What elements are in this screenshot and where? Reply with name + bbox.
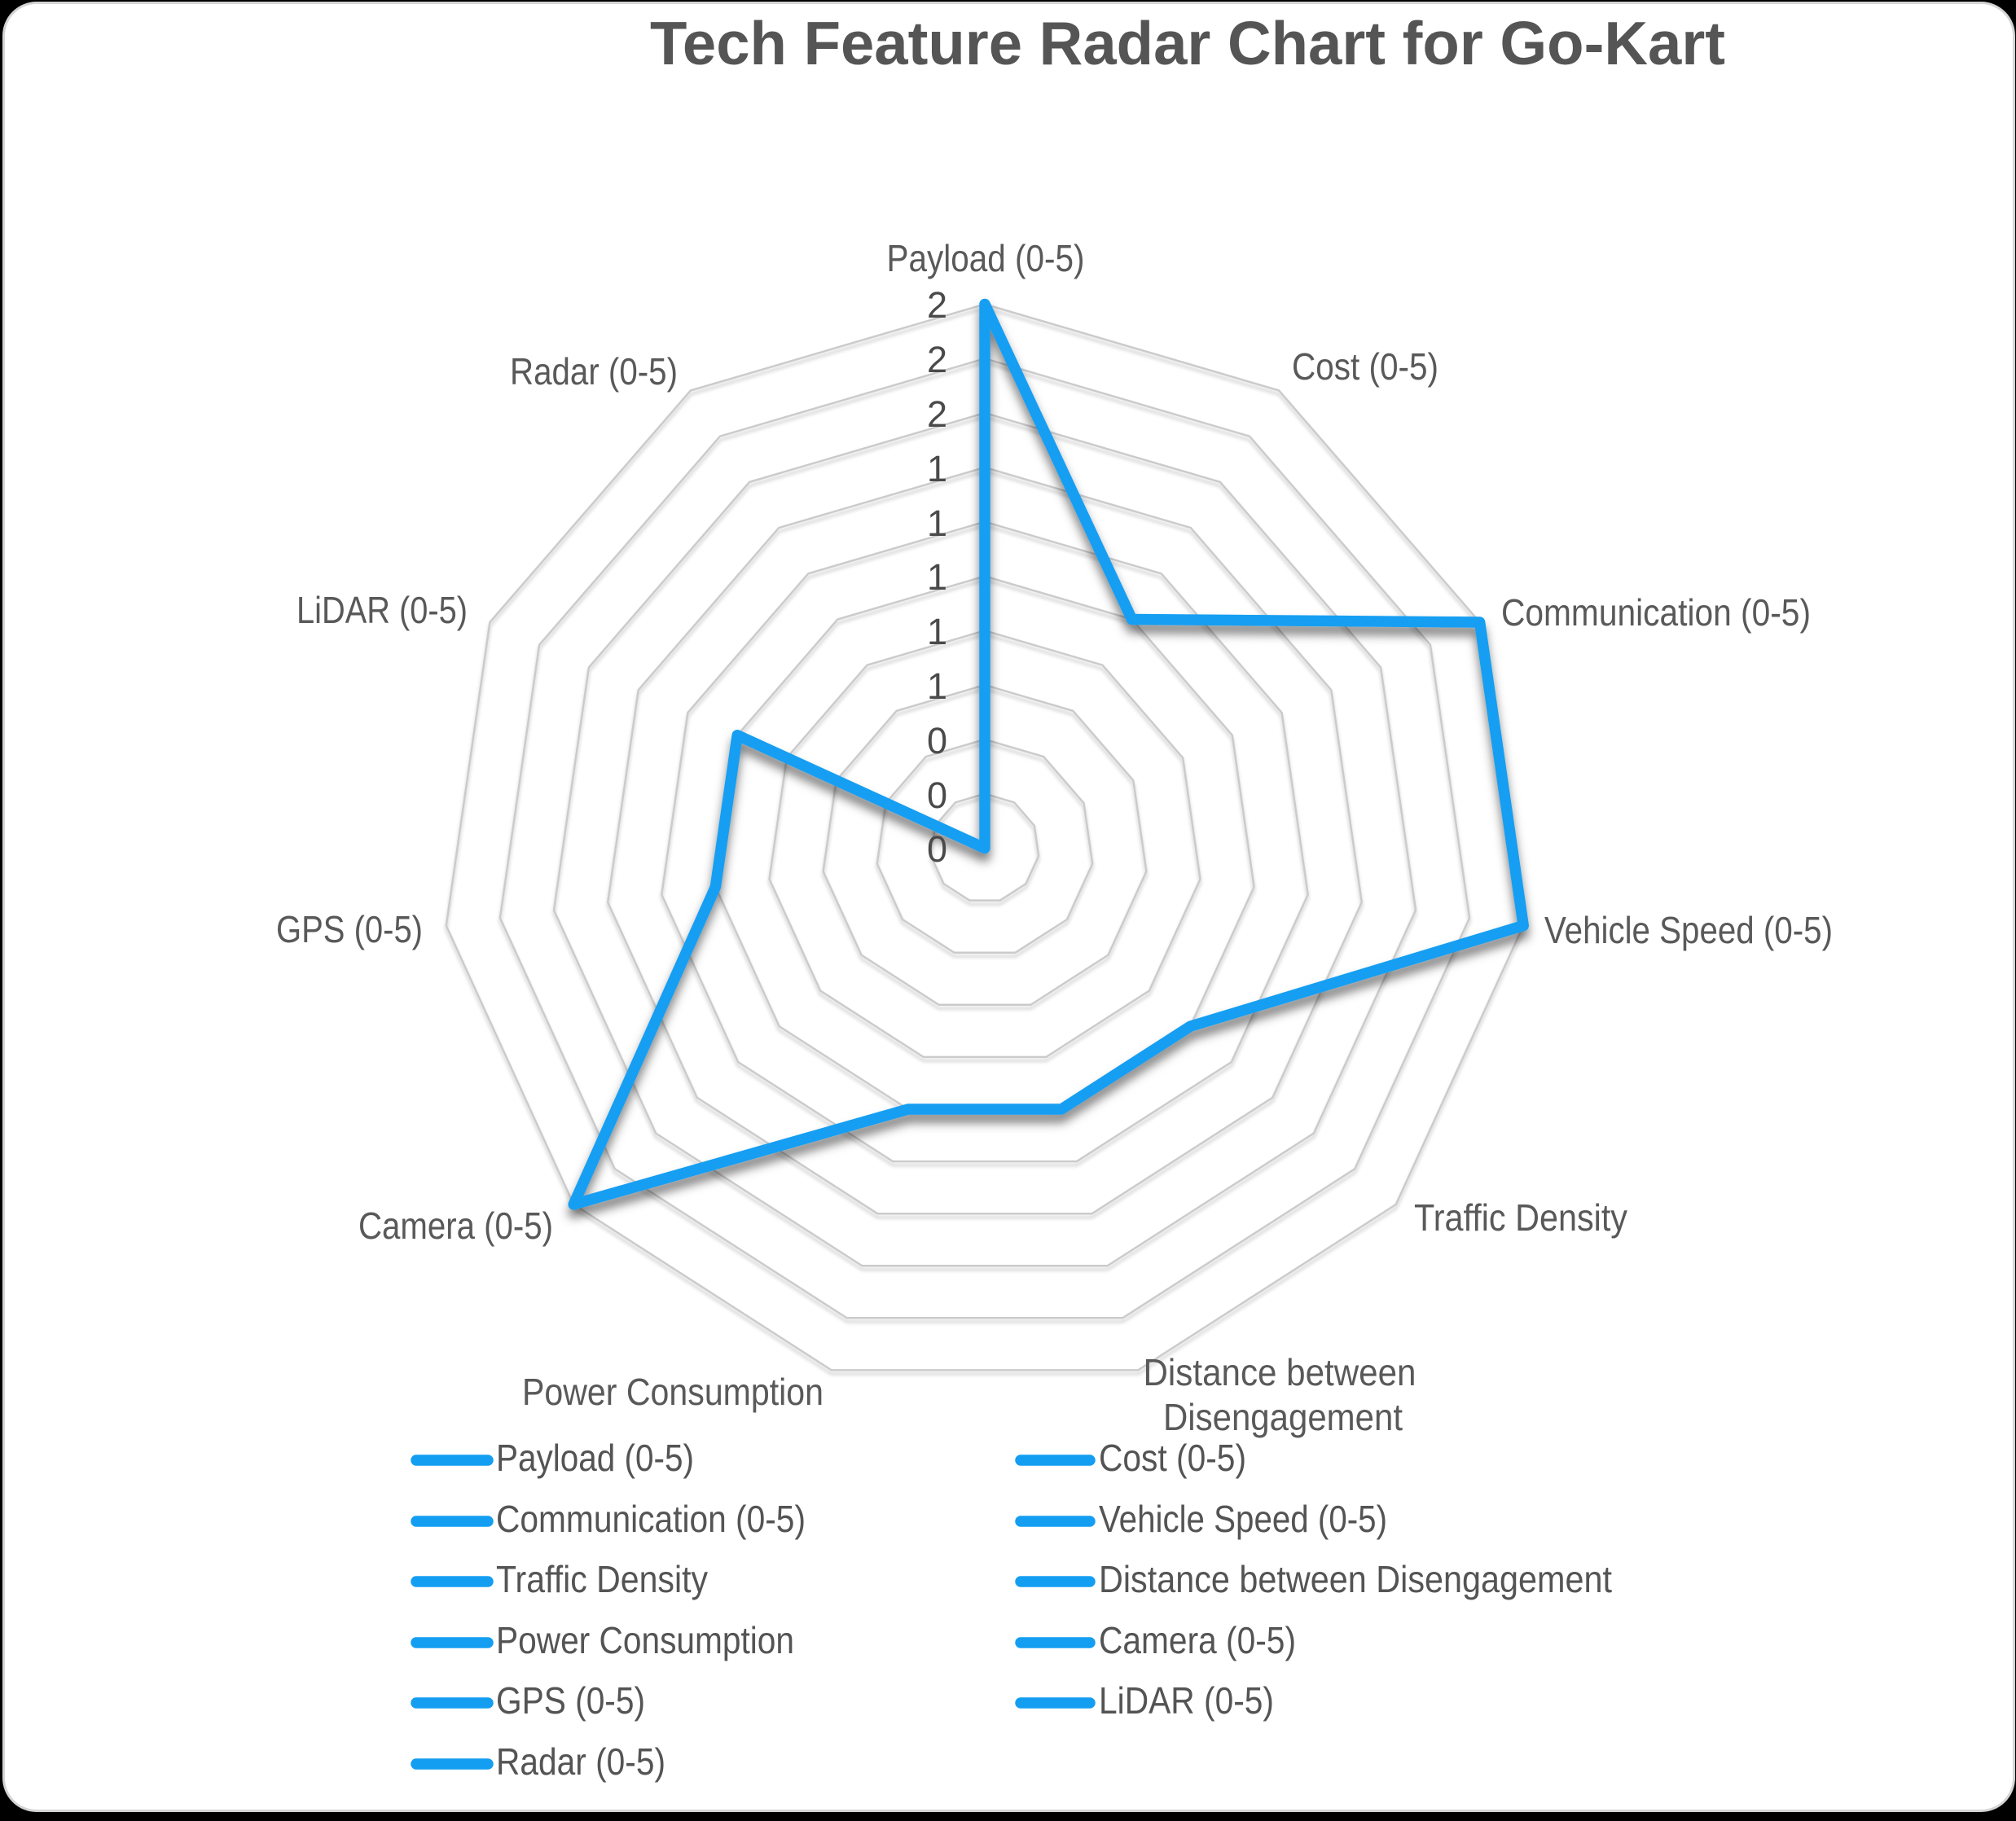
svg-text:Communication (0-5): Communication (0-5) (496, 1498, 806, 1540)
svg-text:2: 2 (927, 393, 947, 435)
svg-text:2: 2 (927, 284, 947, 326)
svg-text:Distance between Disengagement: Distance between Disengagement (1099, 1558, 1612, 1600)
svg-text:LiDAR (0-5): LiDAR (0-5) (1099, 1679, 1274, 1722)
svg-text:Vehicle Speed (0-5): Vehicle Speed (0-5) (1544, 909, 1833, 951)
svg-text:Traffic Density: Traffic Density (1414, 1196, 1627, 1239)
svg-text:Vehicle Speed (0-5): Vehicle Speed (0-5) (1099, 1498, 1387, 1540)
svg-text:Cost (0-5): Cost (0-5) (1099, 1437, 1246, 1479)
svg-text:Distance between: Distance between (1144, 1351, 1416, 1393)
svg-text:Camera (0-5): Camera (0-5) (358, 1204, 553, 1247)
svg-text:1: 1 (927, 665, 947, 707)
svg-text:Cost (0-5): Cost (0-5) (1292, 345, 1438, 388)
svg-text:Communication (0-5): Communication (0-5) (1501, 591, 1811, 634)
svg-text:GPS (0-5): GPS (0-5) (496, 1679, 645, 1722)
svg-text:Payload (0-5): Payload (0-5) (496, 1437, 694, 1479)
svg-text:Power Consumption: Power Consumption (496, 1619, 794, 1661)
svg-text:1: 1 (927, 502, 947, 544)
svg-text:Tech Feature Radar Chart for G: Tech Feature Radar Chart for Go-Kart (650, 9, 1725, 77)
svg-text:Payload (0-5): Payload (0-5) (887, 237, 1085, 279)
svg-text:0: 0 (927, 774, 947, 816)
svg-text:Radar (0-5): Radar (0-5) (510, 350, 678, 393)
svg-text:Disengagement: Disengagement (1163, 1396, 1403, 1438)
svg-text:Radar (0-5): Radar (0-5) (496, 1740, 665, 1783)
svg-text:0: 0 (927, 828, 947, 870)
svg-text:0: 0 (927, 720, 947, 761)
svg-text:1: 1 (927, 611, 947, 652)
svg-text:1: 1 (927, 556, 947, 598)
svg-text:Camera (0-5): Camera (0-5) (1099, 1619, 1296, 1661)
svg-text:LiDAR (0-5): LiDAR (0-5) (296, 589, 468, 631)
svg-text:Power Consumption: Power Consumption (522, 1371, 824, 1413)
svg-text:1: 1 (927, 448, 947, 489)
svg-text:2: 2 (927, 339, 947, 380)
svg-text:Traffic Density: Traffic Density (496, 1558, 708, 1600)
svg-text:GPS (0-5): GPS (0-5) (276, 908, 423, 950)
